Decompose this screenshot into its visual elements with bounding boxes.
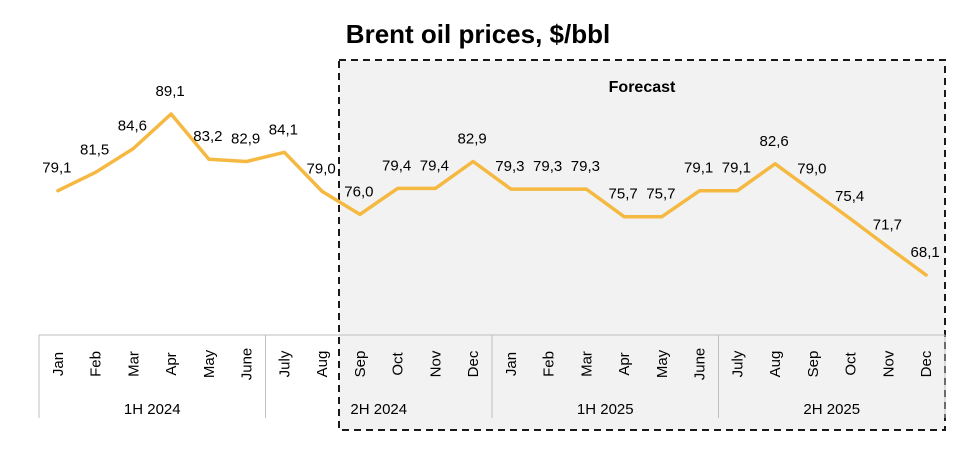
forecast-label: Forecast [609, 79, 676, 96]
data-label: 71,7 [873, 216, 902, 233]
forecast-region [338, 59, 946, 431]
x-tick-label: Dec [918, 350, 935, 377]
x-tick-label: Feb [88, 351, 105, 377]
data-label: 75,7 [609, 186, 638, 203]
data-label: 79,3 [571, 158, 600, 175]
data-label: 83,2 [193, 128, 222, 145]
x-tick-label: Sep [805, 351, 822, 378]
x-tick-label: Aug [767, 351, 784, 378]
data-label: 84,6 [118, 118, 147, 135]
x-axis-table [38, 334, 946, 418]
data-label: 79,0 [307, 160, 336, 177]
x-tick-label: Dec [465, 350, 482, 377]
period-label: 1H 2025 [577, 401, 634, 418]
x-tick-label: Mar [578, 351, 595, 377]
data-label: 84,1 [269, 121, 298, 138]
data-label: 79,1 [42, 160, 71, 177]
data-label: 82,6 [760, 133, 789, 150]
x-tick-label: July [276, 350, 293, 377]
x-tick-label: Nov [427, 350, 444, 377]
data-label: 79,4 [420, 157, 449, 174]
x-tick-label: June [692, 348, 709, 381]
x-tick-label: Feb [541, 351, 558, 377]
x-tick-label: Mar [125, 351, 142, 377]
data-label: 79,4 [382, 157, 411, 174]
data-label: 79,3 [495, 158, 524, 175]
data-labels: 79,1 81,5 84,6 89,1 83,2 82,9 84,1 79,0 76,0 79,4… [42, 83, 939, 261]
x-tick-label: Jan [50, 352, 67, 376]
period-label: 1H 2024 [124, 401, 181, 418]
chart-title: Brent oil prices, $/bbl [346, 19, 610, 49]
data-label: 89,1 [156, 83, 185, 100]
x-tick-label: Apr [616, 352, 633, 375]
x-tick-label: July [729, 350, 746, 377]
x-tick-label: Sep [352, 351, 369, 378]
data-label: 76,0 [344, 183, 373, 200]
x-tick-label: Aug [314, 351, 331, 378]
data-label: 75,7 [646, 186, 675, 203]
x-tick-label: Jan [503, 352, 520, 376]
x-axis-labels: Jan Feb Mar Apr May June July Aug Sep Oct Nov Dec Ja… [50, 348, 935, 418]
x-tick-label: May [654, 349, 671, 378]
data-label: 82,9 [231, 131, 260, 148]
x-tick-label: Oct [843, 352, 860, 376]
x-tick-label: June [239, 348, 256, 381]
data-label: 79,0 [797, 160, 826, 177]
data-label: 79,1 [722, 160, 751, 177]
x-tick-label: Oct [390, 352, 407, 376]
data-label: 82,9 [458, 131, 487, 148]
x-tick-label: May [201, 349, 218, 378]
period-label: 2H 2025 [803, 401, 860, 418]
data-label: 81,5 [80, 141, 109, 158]
data-label: 75,4 [835, 188, 864, 205]
data-label: 68,1 [911, 244, 940, 261]
series-line [56, 112, 928, 277]
x-tick-label: Nov [880, 350, 897, 377]
period-label: 2H 2024 [350, 401, 407, 418]
x-tick-label: Apr [163, 352, 180, 375]
data-label: 79,1 [684, 160, 713, 177]
data-label: 79,3 [533, 158, 562, 175]
